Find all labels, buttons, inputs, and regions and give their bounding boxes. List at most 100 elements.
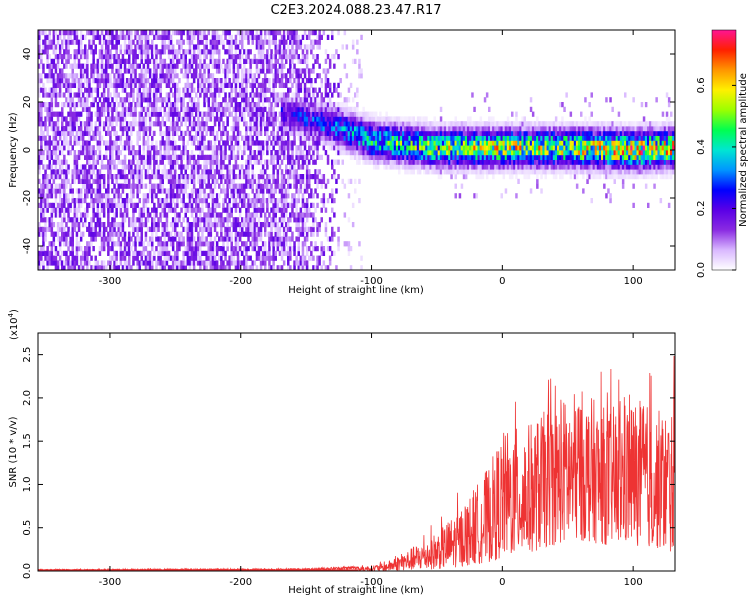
spectrogram-cell <box>134 34 137 40</box>
spectrogram-cell <box>190 246 194 252</box>
spectrogram-cell <box>159 97 162 103</box>
spectrogram-cell <box>174 30 177 36</box>
spectrogram-cell <box>163 188 167 194</box>
spectrogram-cell <box>169 44 173 50</box>
spectrogram-cell <box>113 198 116 204</box>
spectrogram-cell <box>234 97 238 103</box>
spectrogram-cell <box>197 30 200 36</box>
spectrogram-cell <box>84 217 87 223</box>
spectrogram-cell <box>182 92 185 98</box>
spectrogram-cell <box>165 222 169 228</box>
spectrogram-cell <box>291 236 294 242</box>
spectrogram-cell <box>184 82 187 88</box>
spectrogram-cell <box>107 169 110 175</box>
spectrogram-cell <box>192 73 196 79</box>
spectrogram-cell <box>174 217 177 223</box>
spectrogram-cell <box>199 226 202 232</box>
spectrogram-cell <box>111 241 114 247</box>
spectrogram-cell <box>117 236 120 242</box>
spectrogram-cell <box>324 92 328 98</box>
spectrogram-cell <box>44 231 47 237</box>
spectrogram-cell <box>236 140 240 146</box>
spectrogram-cell <box>305 212 309 218</box>
spectrogram-cell <box>165 130 169 136</box>
spectrogram-cell <box>276 116 280 122</box>
spectrogram-cell <box>331 30 334 36</box>
spectrogram-cell <box>207 222 210 228</box>
spectrogram-cell <box>251 30 254 36</box>
spectrogram-cell <box>257 178 261 184</box>
spectrogram-cell <box>54 63 58 69</box>
spectrogram-cell <box>42 49 45 55</box>
spectrogram-cell <box>111 236 114 242</box>
spectrogram-cell <box>88 222 91 228</box>
spectrogram-cell <box>100 44 104 50</box>
spectrogram-cell <box>111 159 114 165</box>
spectrogram-cell <box>157 183 160 189</box>
spectrogram-cell <box>201 78 204 84</box>
spectrogram-cell <box>148 265 152 270</box>
spectrogram-cell <box>109 58 112 64</box>
spectrogram-cell <box>297 58 300 64</box>
spectrogram-cell <box>255 255 259 261</box>
spectrogram-cell <box>228 255 231 261</box>
spectrogram-cell <box>209 145 213 151</box>
spectrogram-cell <box>44 73 47 79</box>
spectrogram-cell <box>270 121 273 127</box>
spectrogram-cell <box>213 121 217 127</box>
spectrogram-cell <box>328 217 332 223</box>
spectrogram-cell <box>192 174 196 180</box>
spectrogram-cell <box>121 164 125 170</box>
spectrogram-cell <box>117 154 120 160</box>
spectrogram-cell <box>128 39 131 45</box>
spectrogram-cell <box>328 246 332 252</box>
spectrogram-cell <box>140 226 143 232</box>
spectrogram-cell <box>182 49 185 55</box>
spectrogram-cell <box>220 188 223 194</box>
spectrogram-cell <box>255 231 259 237</box>
spectrogram-cell <box>289 217 292 223</box>
spectrogram-cell <box>190 135 194 141</box>
spectrogram-cell <box>75 34 79 40</box>
spectrogram-cell <box>86 150 89 156</box>
spectrogram-cell <box>148 188 152 194</box>
spectrogram-cell <box>38 102 41 108</box>
spectrogram-cell <box>201 169 204 175</box>
spectrogram-cell <box>157 202 160 208</box>
spectrogram-cell <box>69 87 72 93</box>
spectrogram-cell <box>266 49 269 55</box>
spectrogram-cell <box>226 164 229 170</box>
spectrogram-cell <box>75 140 79 146</box>
spectrogram-cell <box>84 130 87 136</box>
spectrogram-cell <box>125 145 129 151</box>
spectrogram-cell <box>188 265 192 270</box>
spectrogram-cell <box>86 226 89 232</box>
spectrogram-cell <box>50 116 54 122</box>
spectrogram-cell <box>77 265 81 270</box>
spectrogram-cell <box>215 130 219 136</box>
spectrogram-cell <box>69 102 72 108</box>
spectrogram-cell <box>81 198 85 204</box>
spectrogram-cell <box>192 183 196 189</box>
spectrogram-cell <box>318 30 321 36</box>
spectrogram-cell <box>238 236 242 242</box>
spectrogram-cell <box>123 126 127 132</box>
spectrogram-cell <box>247 111 250 117</box>
spectrogram-cell <box>333 54 336 60</box>
spectrogram-cell <box>73 178 77 184</box>
spectrogram-cell <box>188 111 192 117</box>
spectrogram-cell <box>255 140 259 146</box>
spectrogram-cell <box>130 121 133 127</box>
spectrogram-cell <box>280 135 284 141</box>
spectrogram-cell <box>314 111 317 117</box>
spectrogram-cell <box>180 54 183 60</box>
spectrogram-cell <box>245 54 248 60</box>
spectrogram-cell <box>159 241 162 247</box>
spectrogram-cell <box>268 178 271 184</box>
spectrogram-cell <box>238 106 242 112</box>
spectrogram-cell <box>243 241 246 247</box>
spectrogram-cell <box>81 140 85 146</box>
spectrogram-cell <box>134 73 137 79</box>
spectrogram-cell <box>205 49 208 55</box>
spectrogram-cell <box>310 241 313 247</box>
